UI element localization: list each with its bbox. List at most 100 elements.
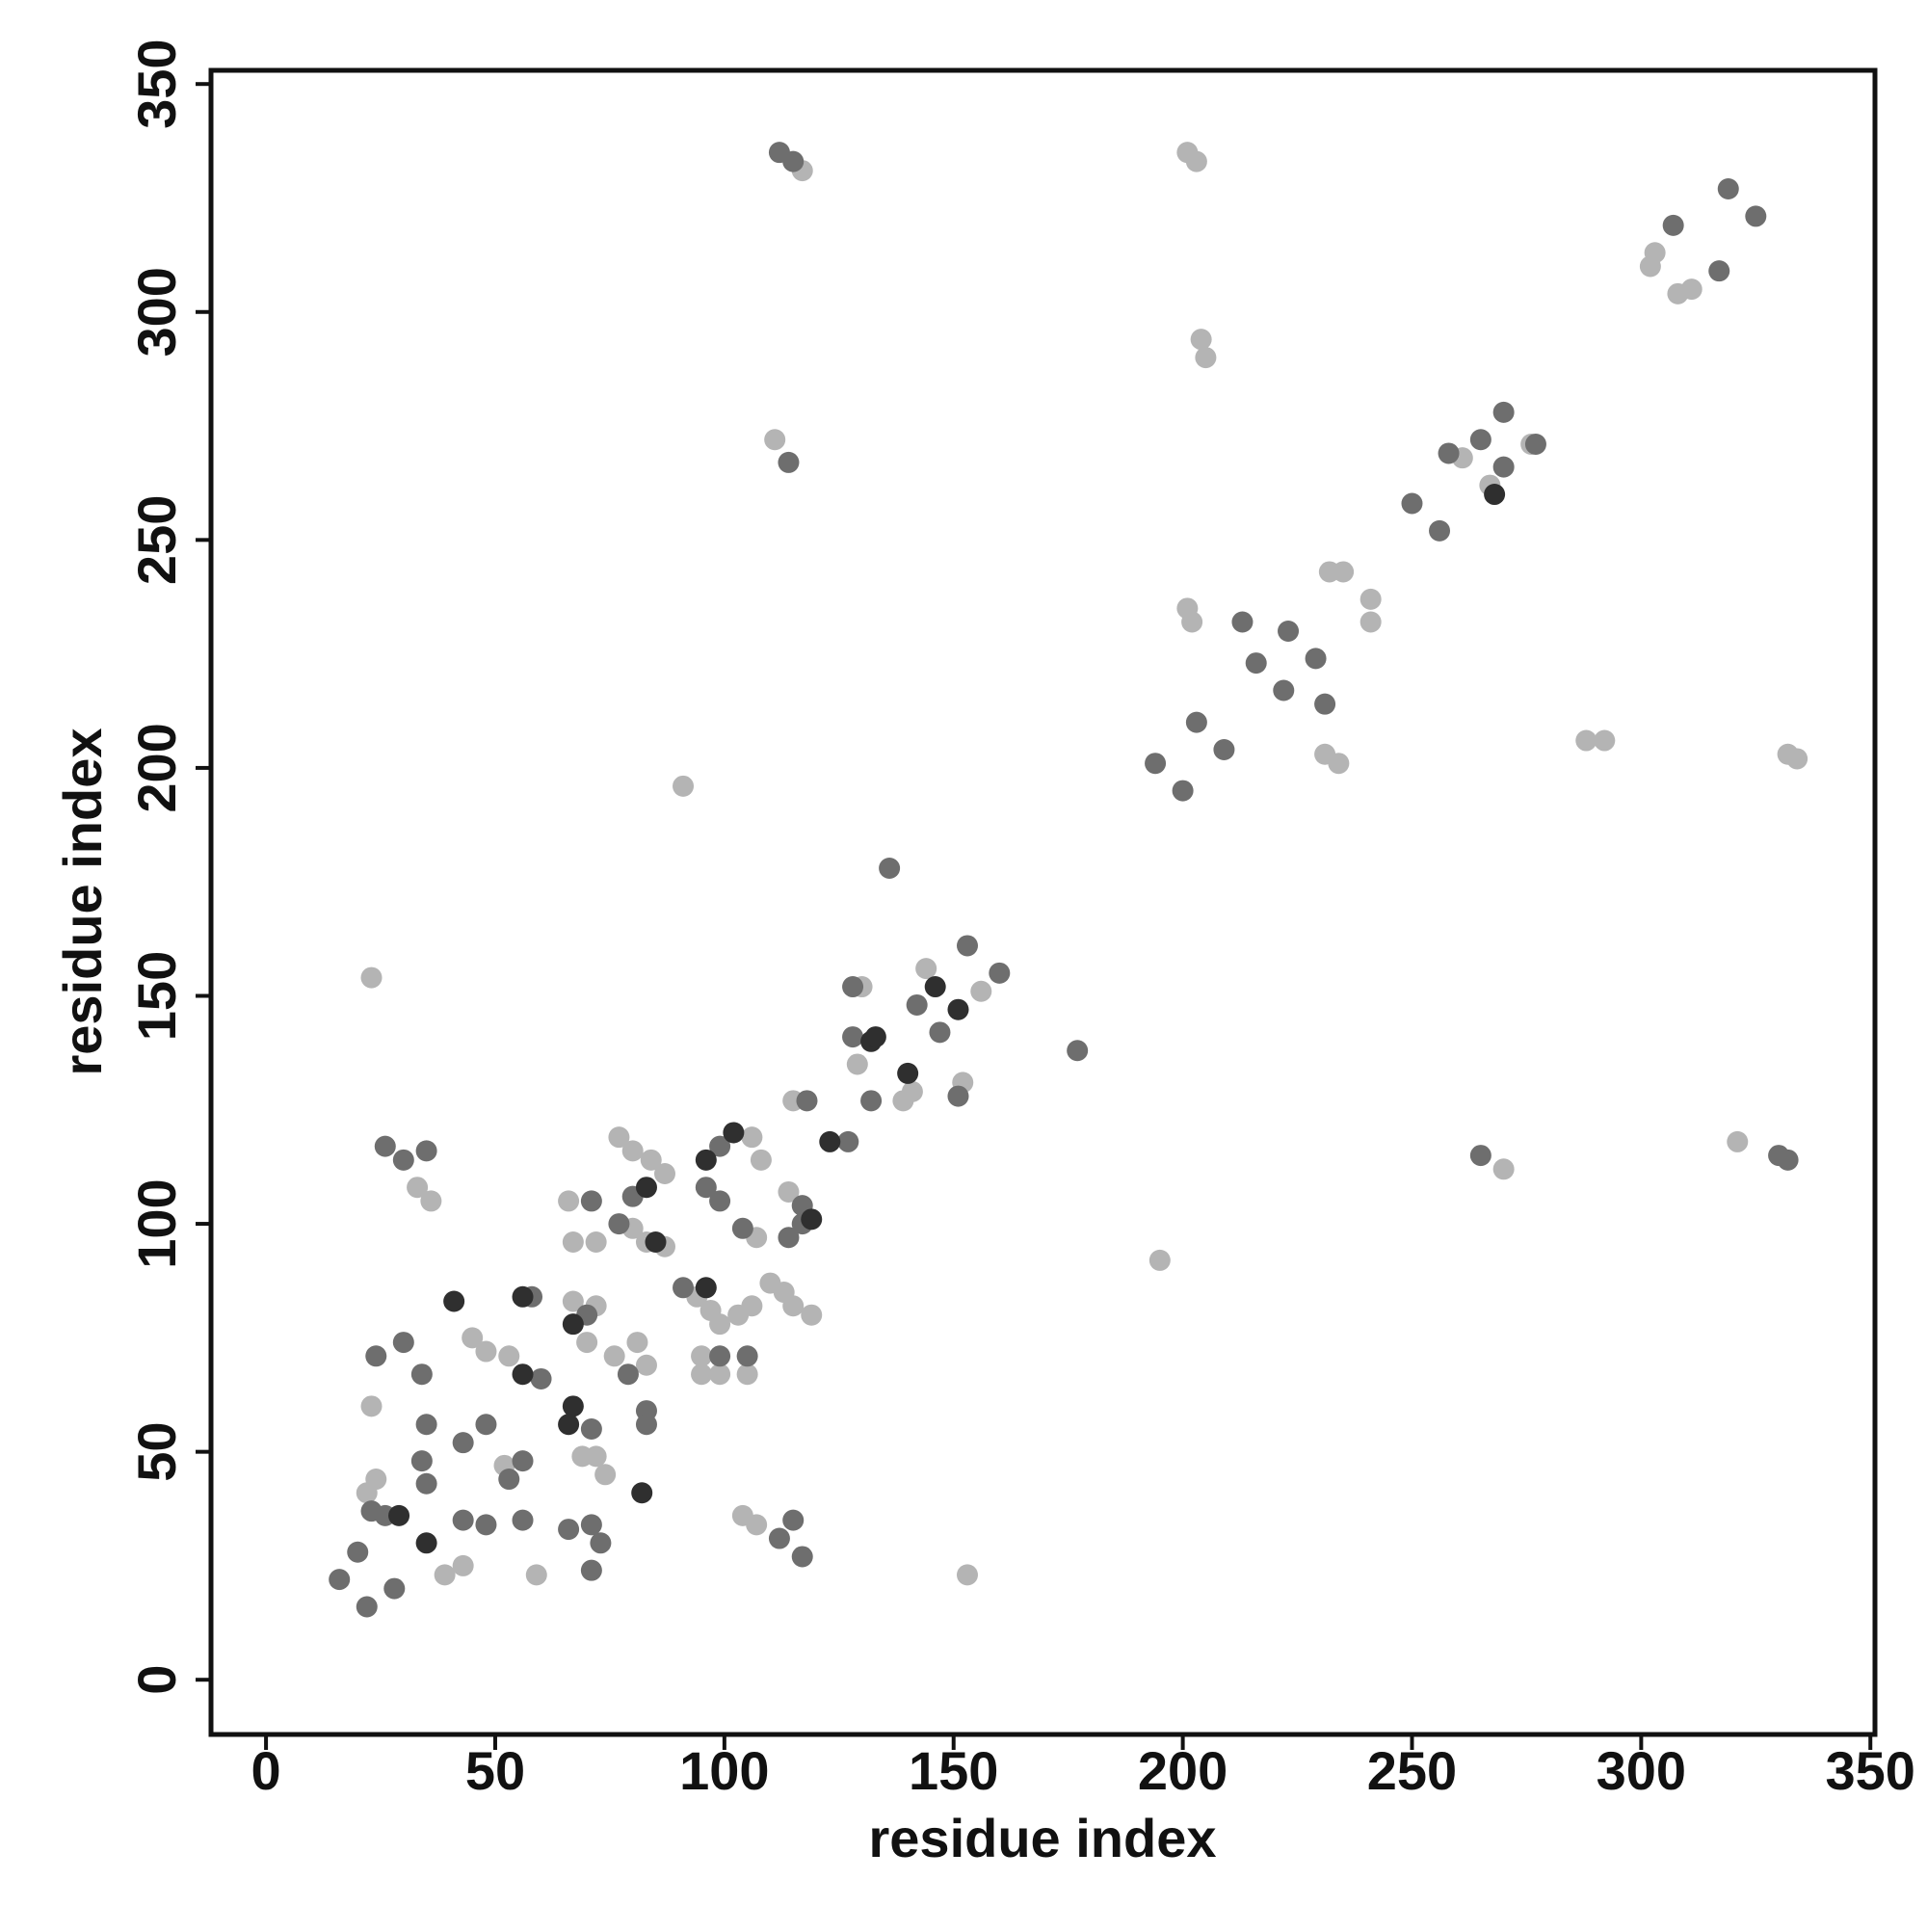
y-tick-label: 350 xyxy=(126,39,187,128)
point xyxy=(1181,611,1203,633)
point xyxy=(1401,492,1423,515)
point xyxy=(1145,753,1167,775)
x-tick-label: 250 xyxy=(1367,1740,1457,1801)
point xyxy=(1359,611,1382,633)
point xyxy=(475,1514,497,1536)
point xyxy=(525,1564,547,1586)
point xyxy=(709,1345,731,1367)
point xyxy=(1492,401,1515,423)
point xyxy=(1359,588,1382,610)
point xyxy=(1745,205,1767,227)
point xyxy=(475,1340,497,1363)
point xyxy=(741,1295,763,1317)
point xyxy=(580,1190,602,1212)
point xyxy=(709,1190,731,1212)
point xyxy=(498,1469,520,1491)
point xyxy=(819,1130,841,1152)
point xyxy=(778,451,800,473)
x-tick-label: 300 xyxy=(1597,1740,1686,1801)
point xyxy=(750,1149,772,1171)
x-tick-label: 350 xyxy=(1826,1740,1915,1801)
point xyxy=(897,1062,919,1084)
point xyxy=(1429,519,1451,542)
point xyxy=(580,1417,602,1440)
point xyxy=(1492,456,1515,478)
point xyxy=(1484,484,1506,506)
point xyxy=(407,1177,429,1199)
point xyxy=(691,1363,713,1386)
point xyxy=(645,1231,667,1253)
point xyxy=(989,962,1011,984)
point xyxy=(631,1482,653,1504)
point xyxy=(415,1414,437,1436)
point xyxy=(860,1090,883,1112)
point xyxy=(957,935,978,957)
y-tick-label: 50 xyxy=(126,1421,187,1481)
point xyxy=(924,976,946,998)
point xyxy=(778,1227,800,1249)
point xyxy=(1777,1149,1799,1171)
point xyxy=(512,1363,534,1386)
point xyxy=(388,1504,410,1526)
x-tick-label: 150 xyxy=(909,1740,998,1801)
x-tick-label: 50 xyxy=(465,1740,525,1801)
point xyxy=(1680,278,1703,301)
point xyxy=(879,858,901,880)
y-axis-label: residue index xyxy=(52,728,113,1075)
point xyxy=(392,1332,414,1354)
point xyxy=(947,1085,969,1107)
point xyxy=(640,1149,662,1171)
point xyxy=(626,1332,648,1354)
point xyxy=(842,976,864,998)
point xyxy=(1305,648,1327,670)
point xyxy=(1278,620,1300,642)
point xyxy=(1727,1130,1749,1152)
point xyxy=(695,1149,717,1171)
point xyxy=(374,1135,396,1157)
point xyxy=(608,1126,630,1149)
point xyxy=(512,1450,534,1472)
point xyxy=(846,1053,868,1075)
point xyxy=(1245,652,1267,675)
point xyxy=(695,1177,717,1199)
point xyxy=(1469,429,1491,451)
x-tick-label: 0 xyxy=(251,1740,281,1801)
point xyxy=(673,1277,695,1299)
point xyxy=(608,1213,630,1235)
point xyxy=(864,1026,886,1048)
point xyxy=(915,958,937,980)
point xyxy=(723,1122,745,1144)
y-tick-label: 300 xyxy=(126,267,187,357)
point xyxy=(1438,442,1460,464)
point xyxy=(1575,729,1597,752)
point xyxy=(356,1596,378,1618)
plot-frame xyxy=(208,67,1878,1737)
point xyxy=(801,1304,823,1326)
point xyxy=(1213,738,1235,760)
point xyxy=(741,1126,763,1149)
point xyxy=(462,1327,484,1349)
point xyxy=(558,1414,580,1436)
point xyxy=(360,1395,383,1417)
point xyxy=(731,1217,753,1239)
point xyxy=(801,1208,823,1231)
point xyxy=(585,1231,607,1253)
point xyxy=(512,1509,534,1531)
point xyxy=(512,1285,534,1308)
x-axis-label: residue index xyxy=(868,1808,1216,1868)
point xyxy=(842,1026,864,1048)
point xyxy=(365,1345,387,1367)
point xyxy=(1185,150,1207,172)
y-tick-label: 0 xyxy=(126,1665,187,1695)
point xyxy=(1492,1158,1515,1180)
point xyxy=(434,1564,456,1586)
point xyxy=(1148,1249,1171,1271)
point xyxy=(415,1532,437,1554)
point xyxy=(452,1554,474,1576)
point xyxy=(782,1295,805,1317)
point xyxy=(347,1541,369,1563)
point xyxy=(1185,711,1207,733)
point xyxy=(621,1140,644,1162)
point xyxy=(360,966,383,989)
